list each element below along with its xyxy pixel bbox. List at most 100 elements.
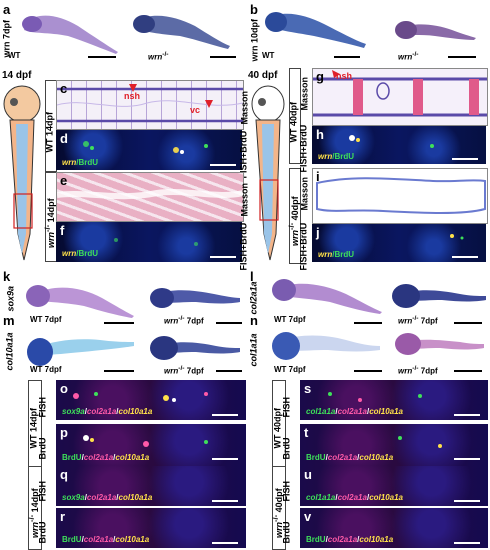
caption-mutant: wrn-/- 7dpf — [164, 315, 204, 326]
stain-label: Masson — [299, 76, 310, 111]
gene-label: col1a1a — [248, 333, 259, 367]
scale-bar — [212, 500, 238, 502]
caption-mutant: wrn-/- 7dpf — [398, 315, 438, 326]
row-label-box — [289, 168, 301, 264]
scale-bar — [212, 414, 238, 416]
panel-u-image — [300, 466, 488, 506]
channel-caption: col1a1a/col2a1a/col10a1a — [306, 407, 403, 416]
panel-letter: a — [3, 2, 11, 17]
panel-letter: p — [60, 425, 68, 440]
panel-letter: s — [304, 381, 312, 396]
row-label: WT 40dpf — [288, 102, 299, 143]
panel-c-image — [56, 80, 244, 130]
wt-larva-image — [272, 279, 382, 314]
stain-label: FISH+BrdU — [298, 222, 309, 271]
channel-caption: wrn/BrdU — [318, 250, 355, 259]
caption-wt: WT — [8, 51, 21, 60]
scale-bar — [454, 458, 480, 460]
stain-label: Masson — [299, 176, 310, 211]
row-label: wrn-/- 14dpf — [43, 198, 56, 248]
caption-mutant: wrn-/- 7dpf — [398, 365, 438, 376]
annotation-nsh: nsh — [124, 91, 141, 101]
fish-schematic — [3, 85, 41, 261]
panel-letter: u — [304, 467, 312, 482]
scale-bar — [454, 500, 480, 502]
panel-letter: m — [3, 313, 15, 328]
mutant-larva-image — [150, 288, 240, 308]
annotation-nsh: nsh — [336, 71, 353, 81]
panel-q-image — [56, 466, 246, 506]
panel-letter: j — [316, 225, 320, 240]
scale-bar — [216, 370, 242, 372]
stage-label: 40 dpf — [248, 70, 278, 81]
scale-bar — [454, 414, 480, 416]
panel-letter: f — [60, 223, 65, 238]
scale-bar — [210, 164, 236, 166]
panel-letter: k — [3, 269, 11, 284]
panel-h-image — [312, 126, 486, 164]
wt-larva-image — [27, 338, 134, 366]
stain-label: BrdU — [281, 521, 292, 544]
mutant-larva-image — [395, 333, 484, 355]
panel-g-image — [312, 68, 488, 126]
row-label: WT 14dpf — [44, 112, 55, 153]
stain-label: BrdU — [37, 521, 48, 544]
arrow-icon — [205, 100, 213, 108]
stage-label: 14 dpf — [2, 70, 32, 81]
scale-bar — [88, 56, 116, 58]
channel-caption: wrn/BrdU — [62, 158, 99, 167]
scale-bar — [452, 158, 478, 160]
caption-wt: WT 7dpf — [274, 315, 306, 324]
panel-letter: n — [250, 313, 258, 328]
scale-bar — [452, 256, 478, 258]
panel-letter: t — [304, 425, 309, 440]
panel-letter: v — [304, 509, 312, 524]
annotation-vc: vc — [190, 105, 201, 115]
channel-caption: BrdU/col2a1a/col10a1a — [62, 453, 150, 462]
panel-s-image — [300, 380, 488, 420]
wt-larva-image — [26, 285, 134, 318]
channel-caption: col1a1a/col2a1a/col10a1a — [306, 493, 403, 502]
scale-bar — [454, 322, 482, 324]
wt-larva-image — [265, 12, 366, 49]
scale-bar — [216, 322, 242, 324]
stain-label: FISH — [281, 396, 292, 418]
scale-bar — [334, 56, 360, 58]
caption-mutant: wrn-/- — [398, 51, 419, 62]
channel-caption: sox9a/col2a1a/col10a1a — [62, 407, 153, 416]
channel-caption: BrdU/col2a1a/col10a1a — [306, 453, 394, 462]
panel-f-image — [56, 222, 242, 262]
channel-caption: sox9a/col2a1a/col10a1a — [62, 493, 153, 502]
caption-wt: WT — [262, 51, 275, 60]
stain-label: BrdU — [281, 437, 292, 460]
stain-label: FISH+BrdU — [298, 124, 309, 173]
caption-wt: WT 7dpf — [30, 365, 62, 374]
mutant-larva-image — [392, 284, 486, 308]
panel-e-image — [56, 172, 244, 222]
scale-bar — [212, 458, 238, 460]
stain-label: Masson — [239, 90, 250, 125]
gene-label: col10a1a — [4, 332, 15, 371]
scale-bar — [454, 370, 482, 372]
scale-bar — [210, 256, 236, 258]
panel-letter: q — [60, 467, 68, 482]
scale-bar — [212, 542, 238, 544]
panel-v-image — [300, 508, 488, 548]
scale-bar — [210, 56, 236, 58]
wt-larva-image — [272, 332, 380, 360]
caption-wt: WT 7dpf — [274, 365, 306, 374]
channel-caption: wrn/BrdU — [318, 152, 355, 161]
stain-label: BrdU — [37, 437, 48, 460]
panel-i-image — [312, 168, 488, 224]
panel-letter: l — [250, 269, 254, 284]
panel-letter: c — [60, 81, 68, 96]
row-label-box — [289, 68, 301, 164]
panel-letter: b — [250, 2, 258, 17]
scale-bar — [354, 370, 382, 372]
wt-larva-image — [22, 15, 118, 54]
stain-label: FISH+BrdU — [238, 222, 249, 271]
panel-letter: o — [60, 381, 68, 396]
stain-label: FISH — [281, 480, 292, 502]
panel-letter: r — [60, 509, 66, 524]
panel-letter: e — [60, 173, 68, 188]
